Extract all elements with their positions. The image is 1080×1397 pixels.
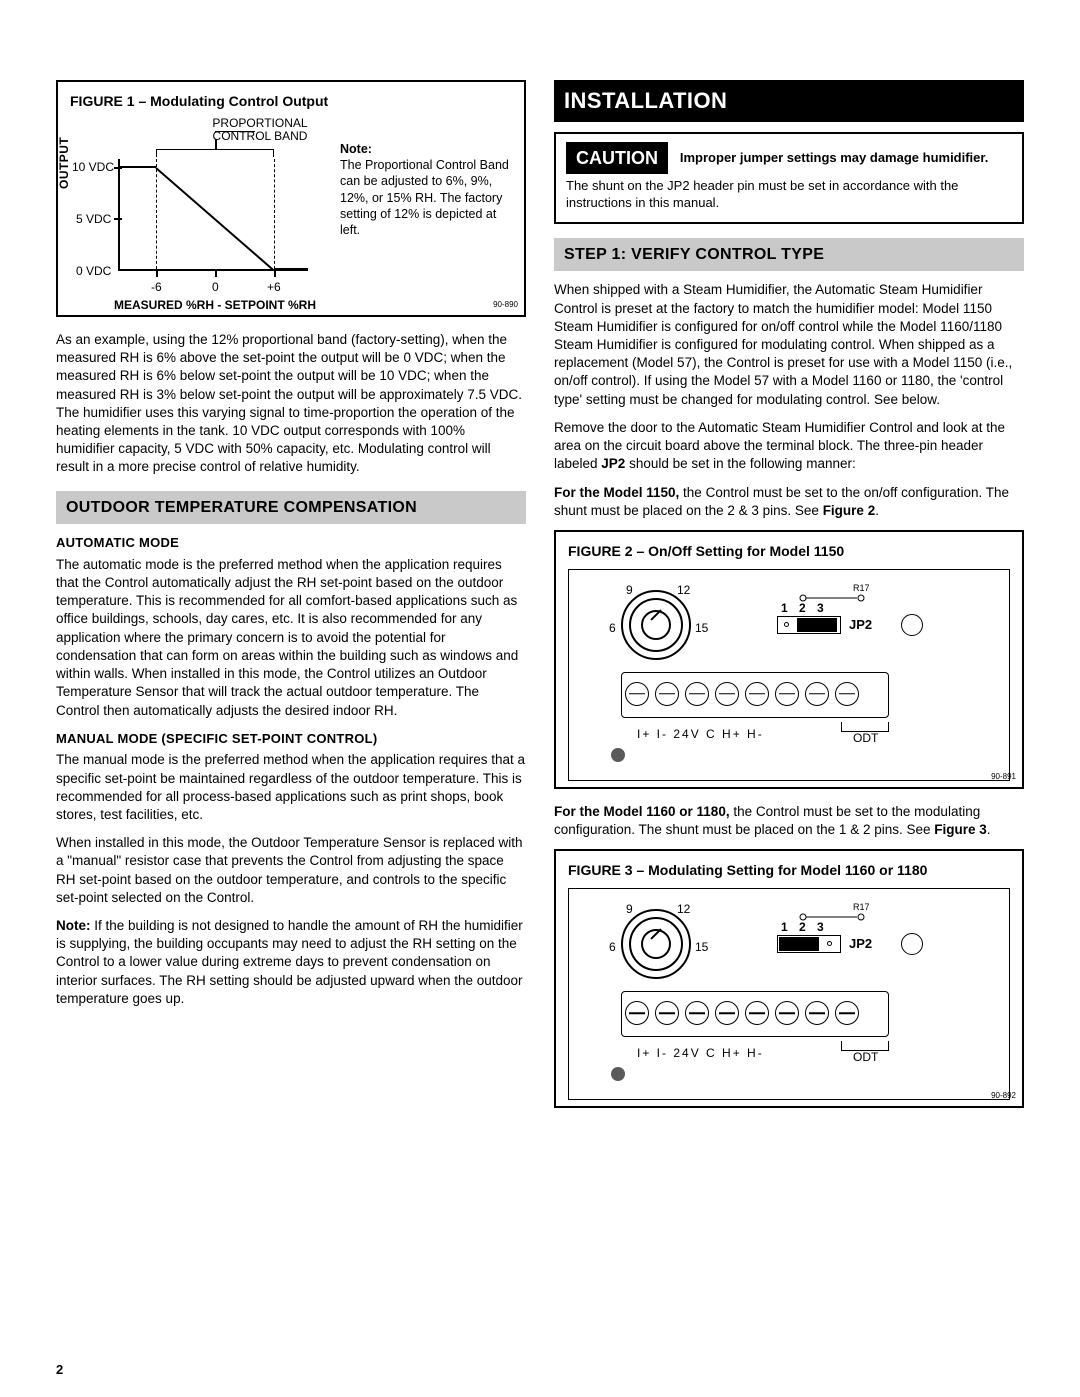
hole-icon <box>901 933 923 955</box>
bracket-icon <box>156 149 274 157</box>
odt-label: ODT <box>853 1049 878 1065</box>
example-paragraph: As an example, using the 12% proportiona… <box>56 331 526 477</box>
jp2-pin-numbers: 1 2 3 <box>781 919 828 935</box>
ytick-10: 10 VDC <box>72 159 114 175</box>
y-axis-label: OUTPUT <box>56 137 72 189</box>
figure-1-chart: PROPORTIONAL CONTROL BAND OUTPUT 10 VDC … <box>70 119 330 309</box>
chart-line <box>120 166 156 168</box>
for-1150-paragraph: For the Model 1150, the Control must be … <box>554 484 1024 520</box>
caution-lead: Improper jumper settings may damage humi… <box>680 150 988 165</box>
figure-2-title: FIGURE 2 – On/Off Setting for Model 1150 <box>568 542 1010 561</box>
odt-label: ODT <box>853 730 878 746</box>
xtick-neg6: -6 <box>151 279 162 295</box>
chart-line <box>274 268 308 270</box>
figure-1-note: Note: The Proportional Control Band can … <box>340 119 512 309</box>
caution-box: CAUTION Improper jumper settings may dam… <box>554 132 1024 224</box>
right-column: INSTALLATION CAUTION Improper jumper set… <box>554 80 1024 1122</box>
jp2-pin-numbers: 1 2 3 <box>781 600 828 616</box>
ytick-0: 0 VDC <box>76 263 111 279</box>
resistor-icon <box>799 588 869 596</box>
figure-3-title: FIGURE 3 – Modulating Setting for Model … <box>568 861 1010 880</box>
figure-2-board: 6 9 12 15 1 2 3 JP2 R17 <box>568 569 1010 781</box>
for-1160-paragraph: For the Model 1160 or 1180, the Control … <box>554 803 1024 839</box>
dot-icon <box>611 1067 625 1081</box>
xtick-0: 0 <box>212 279 219 295</box>
dashed-line <box>156 159 157 269</box>
jp2-label: JP2 <box>849 616 872 634</box>
manual-mode-heading: MANUAL MODE (SPECIFIC SET-POINT CONTROL) <box>56 730 526 748</box>
automatic-mode-heading: AUTOMATIC MODE <box>56 534 526 552</box>
ytick-5: 5 VDC <box>76 211 111 227</box>
step1-p1: When shipped with a Steam Humidifier, th… <box>554 281 1024 409</box>
installation-bar: INSTALLATION <box>554 80 1024 122</box>
dashed-line <box>274 159 275 269</box>
caution-body: The shunt on the JP2 header pin must be … <box>566 178 1012 212</box>
chart-line <box>155 167 274 271</box>
figure-2-ref: 90-891 <box>991 772 1016 783</box>
step1-bar: STEP 1: VERIFY CONTROL TYPE <box>554 238 1024 272</box>
jp2-label: JP2 <box>849 935 872 953</box>
hole-icon <box>901 614 923 636</box>
caution-label: CAUTION <box>566 142 668 174</box>
figure-1-title: FIGURE 1 – Modulating Control Output <box>70 92 512 111</box>
left-column: FIGURE 1 – Modulating Control Output PRO… <box>56 80 526 1122</box>
step1-p2: Remove the door to the Automatic Steam H… <box>554 419 1024 474</box>
figure-2-box: FIGURE 2 – On/Off Setting for Model 1150… <box>554 530 1024 789</box>
jp2-shunt-icon <box>779 937 819 951</box>
manual-mode-note: Note: If the building is not designed to… <box>56 917 526 1008</box>
jp2-shunt-icon <box>797 618 837 632</box>
manual-mode-p1: The manual mode is the preferred method … <box>56 751 526 824</box>
figure-1-ref: 90-890 <box>493 300 518 311</box>
figure-3-ref: 90-892 <box>991 1091 1016 1102</box>
x-axis-label: MEASURED %RH - SETPOINT %RH <box>110 297 320 313</box>
terminal-labels: I+ I- 24V C H+ H- <box>637 1045 764 1061</box>
terminal-labels: I+ I- 24V C H+ H- <box>637 726 764 742</box>
terminal-block-icon <box>621 672 889 718</box>
dot-icon <box>611 748 625 762</box>
figure-1-box: FIGURE 1 – Modulating Control Output PRO… <box>56 80 526 317</box>
xtick-pos6: +6 <box>267 279 281 295</box>
terminal-block-icon <box>621 991 889 1037</box>
y-axis <box>118 159 120 269</box>
figure-3-box: FIGURE 3 – Modulating Setting for Model … <box>554 849 1024 1108</box>
page-number: 2 <box>56 1361 63 1379</box>
section-outdoor-temp: OUTDOOR TEMPERATURE COMPENSATION <box>56 491 526 525</box>
automatic-mode-paragraph: The automatic mode is the preferred meth… <box>56 556 526 720</box>
figure-3-board: 6 9 12 15 1 2 3 JP2 R17 <box>568 888 1010 1100</box>
resistor-icon <box>799 907 869 915</box>
manual-mode-p2: When installed in this mode, the Outdoor… <box>56 834 526 907</box>
